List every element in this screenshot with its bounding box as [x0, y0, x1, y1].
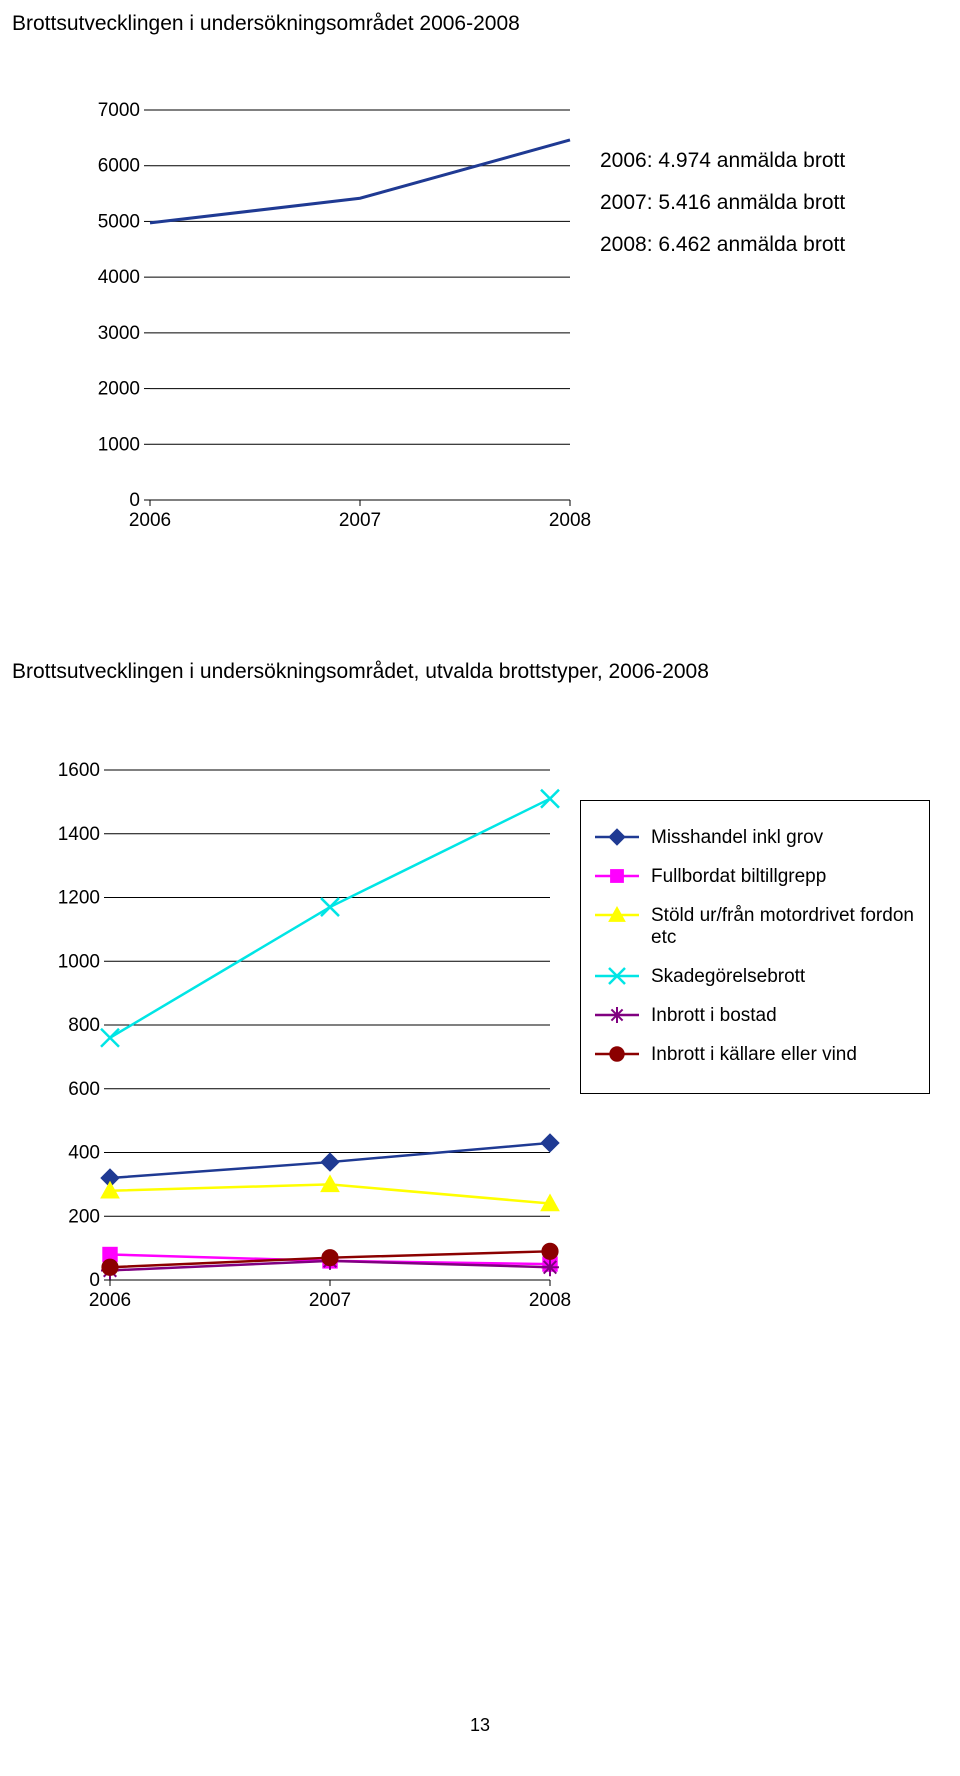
- svg-text:200: 200: [68, 1206, 100, 1227]
- svg-text:3000: 3000: [98, 323, 140, 344]
- svg-text:2007: 2007: [339, 510, 381, 531]
- svg-text:1200: 1200: [58, 888, 100, 909]
- annotation-2007: 2007: 5.416 anmälda brott: [600, 182, 940, 224]
- svg-text:0: 0: [129, 490, 140, 511]
- svg-text:2008: 2008: [549, 510, 591, 531]
- legend-label: Skadegörelsebrott: [651, 966, 805, 989]
- svg-text:2007: 2007: [309, 1290, 351, 1311]
- legend-item: Skadegörelsebrott: [595, 966, 915, 989]
- svg-text:1000: 1000: [98, 434, 140, 455]
- chart1: 0100020003000400050006000700020062007200…: [80, 100, 580, 540]
- svg-text:4000: 4000: [98, 267, 140, 288]
- svg-text:2000: 2000: [98, 379, 140, 400]
- svg-text:5000: 5000: [98, 211, 140, 232]
- legend-item: Inbrott i källare eller vind: [595, 1044, 915, 1067]
- legend-swatch-star: [595, 1005, 639, 1025]
- legend-label: Inbrott i källare eller vind: [651, 1044, 857, 1067]
- legend-swatch-square: [595, 866, 639, 886]
- chart1-annotations: 2006: 4.974 anmälda brott 2007: 5.416 an…: [600, 140, 940, 266]
- svg-text:1000: 1000: [58, 951, 100, 972]
- legend-swatch-x: [595, 966, 639, 986]
- chart2-title: Brottsutvecklingen i undersökningsområde…: [12, 660, 709, 684]
- svg-text:2006: 2006: [89, 1290, 131, 1311]
- svg-text:6000: 6000: [98, 156, 140, 177]
- legend-label: Misshandel inkl grov: [651, 827, 823, 850]
- svg-text:1600: 1600: [58, 760, 100, 781]
- chart1-title: Brottsutvecklingen i undersökningsområde…: [12, 12, 520, 36]
- chart2: 0200400600800100012001400160020062007200…: [40, 760, 560, 1320]
- legend-item: Misshandel inkl grov: [595, 827, 915, 850]
- legend-label: Fullbordat biltillgrepp: [651, 866, 826, 889]
- svg-text:800: 800: [68, 1015, 100, 1036]
- svg-text:2008: 2008: [529, 1290, 571, 1311]
- svg-text:400: 400: [68, 1143, 100, 1164]
- annotation-2008: 2008: 6.462 anmälda brott: [600, 224, 940, 266]
- page-number: 13: [0, 1715, 960, 1736]
- svg-text:1400: 1400: [58, 824, 100, 845]
- legend-item: Stöld ur/från motordrivet fordon etc: [595, 905, 915, 951]
- svg-text:0: 0: [89, 1270, 100, 1291]
- svg-text:600: 600: [68, 1079, 100, 1100]
- legend-item: Fullbordat biltillgrepp: [595, 866, 915, 889]
- svg-text:7000: 7000: [98, 100, 140, 121]
- chart2-legend: Misshandel inkl grov Fullbordat biltillg…: [580, 800, 930, 1094]
- annotation-2006: 2006: 4.974 anmälda brott: [600, 140, 940, 182]
- legend-label: Inbrott i bostad: [651, 1005, 777, 1028]
- legend-label: Stöld ur/från motordrivet fordon etc: [651, 905, 915, 951]
- legend-swatch-circle: [595, 1044, 639, 1064]
- svg-text:2006: 2006: [129, 510, 171, 531]
- legend-swatch-diamond: [595, 827, 639, 847]
- legend-swatch-triangle: [595, 905, 639, 925]
- legend-item: Inbrott i bostad: [595, 1005, 915, 1028]
